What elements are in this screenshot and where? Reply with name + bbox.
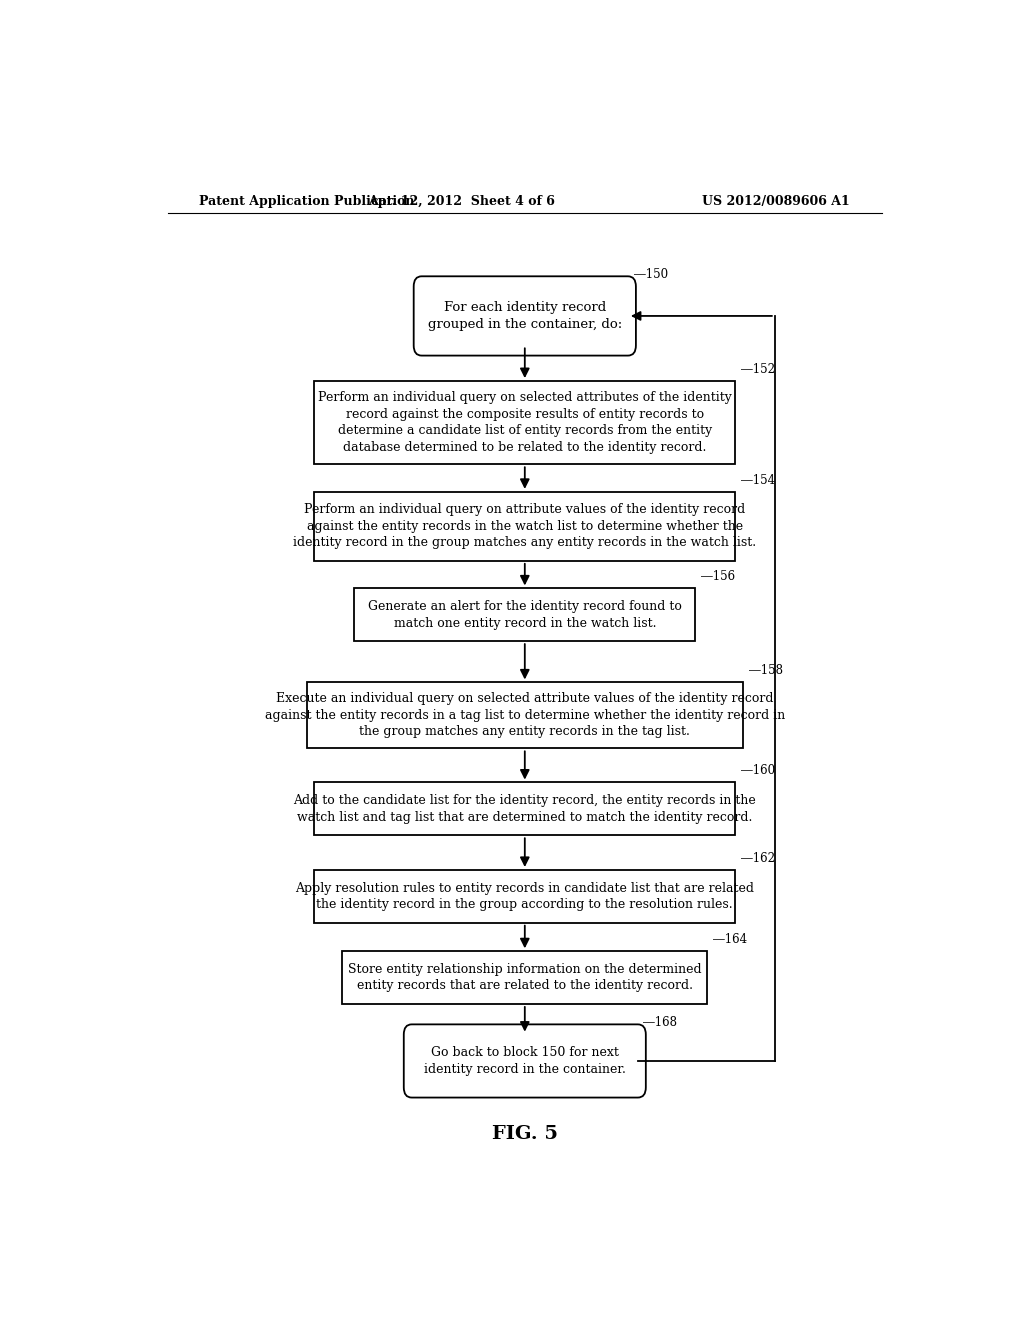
Bar [314, 381, 735, 465]
Text: ―152: ―152 [740, 363, 775, 376]
Text: Perform an individual query on attribute values of the identity record
against t: Perform an individual query on attribute… [293, 503, 757, 549]
Text: ―156: ―156 [701, 570, 735, 583]
Text: Patent Application Publication: Patent Application Publication [200, 194, 415, 207]
Bar [314, 783, 735, 836]
Text: ―160: ―160 [740, 764, 775, 777]
Text: ―150: ―150 [634, 268, 668, 281]
Text: Generate an alert for the identity record found to
match one entity record in th: Generate an alert for the identity recor… [368, 601, 682, 630]
Text: Perform an individual query on selected attributes of the identity
record agains: Perform an individual query on selected … [317, 392, 732, 454]
Bar [314, 870, 735, 923]
Text: Apr. 12, 2012  Sheet 4 of 6: Apr. 12, 2012 Sheet 4 of 6 [368, 194, 555, 207]
Bar [314, 492, 735, 561]
Text: US 2012/0089606 A1: US 2012/0089606 A1 [702, 194, 850, 207]
Text: Add to the candidate list for the identity record, the entity records in the
wat: Add to the candidate list for the identi… [294, 795, 756, 824]
Text: ―158: ―158 [749, 664, 782, 677]
Text: ―164: ―164 [713, 933, 748, 946]
Text: ―168: ―168 [643, 1016, 678, 1030]
Text: Go back to block 150 for next
identity record in the container.: Go back to block 150 for next identity r… [424, 1047, 626, 1076]
FancyBboxPatch shape [414, 276, 636, 355]
Text: ―162: ―162 [740, 851, 775, 865]
Text: ―154: ―154 [740, 474, 775, 487]
Bar [306, 682, 743, 748]
Text: Execute an individual query on selected attribute values of the identity record
: Execute an individual query on selected … [264, 693, 785, 738]
Bar [342, 952, 708, 1005]
Bar [354, 589, 695, 642]
Text: FIG. 5: FIG. 5 [492, 1125, 558, 1143]
Text: Store entity relationship information on the determined
entity records that are : Store entity relationship information on… [348, 962, 701, 993]
Text: For each identity record
grouped in the container, do:: For each identity record grouped in the … [428, 301, 622, 331]
FancyBboxPatch shape [403, 1024, 646, 1097]
Text: Apply resolution rules to entity records in candidate list that are related
the : Apply resolution rules to entity records… [295, 882, 755, 911]
